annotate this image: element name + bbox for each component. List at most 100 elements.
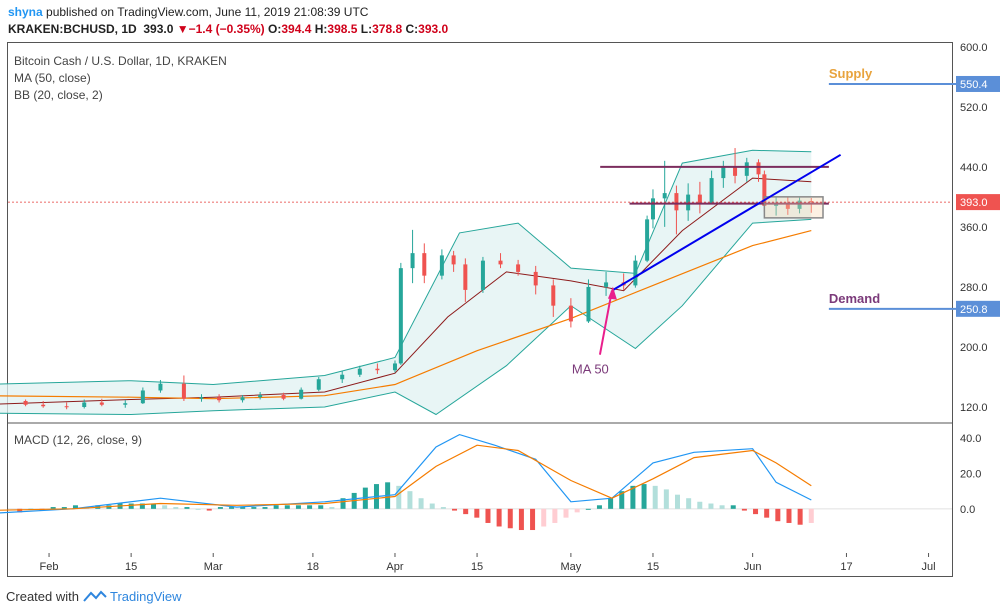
- macd-histogram-bar: [530, 508, 536, 531]
- time-axis-tick: May: [560, 561, 581, 573]
- candle-body: [99, 402, 104, 405]
- chart-header: shyna published on TradingView.com, June…: [0, 0, 1006, 42]
- macd-histogram-bar: [585, 508, 591, 510]
- macd-histogram-bar: [72, 505, 78, 509]
- candle-body: [123, 403, 128, 405]
- price-change: −1.4 (−0.35%): [188, 22, 265, 36]
- candle-body: [281, 394, 286, 399]
- macd-histogram-bar: [541, 508, 547, 527]
- tradingview-logo-icon: [82, 589, 107, 604]
- candle-body: [64, 406, 69, 408]
- time-axis-tick: 17: [840, 561, 852, 573]
- time-axis-tick: 15: [647, 561, 659, 573]
- macd-histogram-bar: [708, 503, 714, 509]
- macd-histogram-bar: [775, 508, 781, 522]
- time-axis-tick: 15: [125, 561, 137, 573]
- macd-signal-line: [0, 444, 812, 511]
- consolidation-box: [763, 196, 824, 219]
- macd-axis-tick: 0.0: [960, 504, 975, 516]
- macd-histogram-bar: [418, 498, 424, 509]
- footer-brand[interactable]: TradingView: [110, 589, 182, 604]
- macd-histogram-bar: [563, 508, 569, 518]
- macd-histogram-bar: [284, 505, 290, 509]
- low-label: L:: [360, 22, 373, 36]
- macd-histogram-bar: [329, 507, 335, 509]
- macd-histogram-bar: [273, 505, 279, 509]
- macd-histogram-bar: [730, 505, 736, 509]
- macd-histogram-bar: [574, 508, 580, 513]
- price-axis-tick: 520.0: [960, 102, 988, 114]
- ma50-label: MA 50: [572, 362, 609, 377]
- macd-histogram-bar: [17, 508, 23, 513]
- macd-histogram-bar: [240, 507, 246, 509]
- macd-histogram-bar: [663, 489, 669, 509]
- time-axis-tick: 15: [471, 561, 483, 573]
- macd-legend[interactable]: MACD (12, 26, close, 9): [14, 433, 143, 447]
- macd-histogram-bar: [608, 498, 614, 509]
- price-axis-tick: 600.0: [960, 42, 988, 54]
- macd-histogram-bar: [552, 508, 558, 523]
- last-price-badge-label: 393.0: [960, 197, 988, 209]
- candle-body: [375, 368, 380, 371]
- low-value: 378.8: [372, 22, 403, 36]
- candle-body: [697, 194, 702, 203]
- macd-histogram-bar: [217, 507, 223, 509]
- down-arrow-icon: ▼: [176, 22, 189, 36]
- price-axis-tick: 440.0: [960, 162, 988, 174]
- macd-histogram-bar: [184, 507, 190, 509]
- candle-body: [158, 383, 163, 391]
- candle-body: [41, 404, 46, 407]
- bb-lower-line: [0, 218, 812, 416]
- macd-histogram-bar: [596, 505, 602, 509]
- macd-histogram-bar: [507, 508, 513, 529]
- last-price: 393.0: [143, 22, 174, 36]
- macd-histogram-bar: [652, 485, 658, 509]
- symbol-label[interactable]: KRAKEN:BCHUSD, 1D: [8, 22, 137, 36]
- macd-histogram-bar: [429, 503, 435, 509]
- candle-body: [533, 271, 538, 286]
- bb-legend[interactable]: BB (20, close, 2): [14, 88, 103, 102]
- macd-histogram-bar: [396, 485, 402, 509]
- macd-histogram-bar: [340, 498, 346, 509]
- demand-badge: [956, 300, 1000, 317]
- chart-title[interactable]: Bitcoin Cash / U.S. Dollar, 1D, KRAKEN: [14, 54, 227, 68]
- ohlc-legend: KRAKEN:BCHUSD, 1D 393.0 ▼−1.4 (−0.35%) O…: [8, 22, 448, 36]
- supply-badge-label: 550.4: [960, 79, 988, 91]
- macd-axis-tick: 20.0: [960, 468, 981, 480]
- open-label: O:: [268, 22, 282, 36]
- footer: Created with TradingView: [6, 589, 182, 604]
- candle-body: [392, 363, 397, 371]
- candle-body: [258, 394, 263, 398]
- macd-histogram-bar: [151, 503, 157, 509]
- candle-body: [762, 174, 767, 206]
- author-name[interactable]: shyna: [8, 5, 43, 19]
- macd-histogram-bar: [741, 508, 747, 511]
- macd-histogram-bar: [630, 485, 636, 509]
- macd-histogram-bar: [474, 508, 480, 518]
- candle-body: [516, 264, 521, 272]
- candle-body: [797, 200, 802, 209]
- candle-body: [756, 162, 761, 175]
- macd-histogram-bar: [719, 505, 725, 509]
- candle-body: [217, 397, 222, 401]
- candle-body: [586, 286, 591, 322]
- macd-histogram-bar: [206, 508, 212, 511]
- macd-histogram-bar: [318, 505, 324, 509]
- candle-body: [140, 390, 145, 404]
- macd-histogram-bar: [229, 507, 235, 509]
- supply-badge: [956, 75, 1000, 92]
- candle-body: [422, 253, 427, 276]
- macd-histogram-bar: [496, 508, 502, 527]
- candle-body: [721, 166, 726, 179]
- ma-legend[interactable]: MA (50, close): [14, 71, 91, 85]
- macd-histogram-bar: [697, 501, 703, 509]
- macd-histogram-bar: [641, 484, 647, 509]
- ma-50-line: [0, 230, 812, 400]
- close-value: 393.0: [418, 22, 449, 36]
- candle-body: [604, 282, 609, 287]
- candle-body: [410, 253, 415, 269]
- candle-body: [316, 379, 321, 390]
- macd-histogram-bar: [295, 505, 301, 509]
- time-axis-tick: Apr: [386, 561, 403, 573]
